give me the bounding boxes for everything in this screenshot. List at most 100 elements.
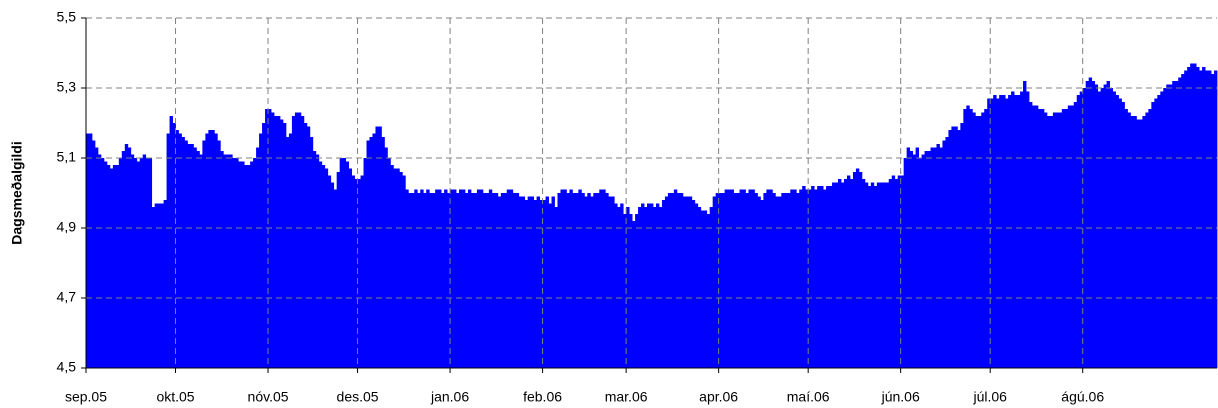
- bar: [790, 189, 794, 368]
- bar: [297, 112, 302, 368]
- bar: [587, 193, 591, 368]
- bar: [133, 158, 138, 368]
- bar: [482, 193, 487, 368]
- bar: [599, 189, 603, 368]
- bar: [1163, 88, 1167, 368]
- bar: [1139, 119, 1143, 368]
- bar: [1151, 102, 1155, 368]
- bar: [858, 172, 863, 368]
- bar: [769, 189, 773, 368]
- x-tick-label: júl.06: [972, 389, 1007, 405]
- bar: [921, 154, 925, 368]
- bar: [524, 200, 529, 368]
- bar: [336, 172, 341, 368]
- bar: [1037, 109, 1042, 368]
- x-tick-label: okt.05: [156, 389, 194, 405]
- bar: [826, 186, 830, 368]
- bar: [1064, 109, 1069, 368]
- bar: [685, 196, 690, 368]
- bar: [348, 168, 352, 368]
- bar: [1190, 63, 1194, 368]
- bar: [208, 130, 212, 368]
- bar: [754, 193, 758, 368]
- bar: [682, 196, 687, 368]
- bar: [870, 182, 875, 368]
- bar: [256, 147, 260, 368]
- bar: [530, 196, 535, 368]
- bar: [265, 109, 269, 368]
- bar: [309, 137, 314, 368]
- bar: [954, 126, 958, 368]
- bar: [1118, 98, 1122, 368]
- bar: [450, 189, 454, 368]
- bar: [832, 182, 836, 368]
- bar: [981, 112, 985, 368]
- bar: [557, 193, 561, 368]
- bar: [843, 179, 848, 368]
- bar: [1079, 91, 1084, 368]
- bar: [1070, 105, 1075, 368]
- bar: [652, 207, 657, 368]
- bar: [271, 112, 275, 368]
- bar: [214, 133, 218, 368]
- bar: [906, 147, 911, 368]
- bar: [876, 182, 881, 368]
- bar: [426, 189, 430, 368]
- bar: [303, 123, 308, 368]
- bar: [476, 189, 481, 368]
- bar: [673, 189, 678, 368]
- bar: [590, 196, 594, 368]
- bar: [1187, 67, 1191, 368]
- x-tick-label: apr.06: [699, 389, 738, 405]
- bar: [715, 193, 720, 368]
- bar: [802, 186, 806, 368]
- bar: [820, 186, 824, 368]
- x-tick-label: nóv.05: [248, 389, 289, 405]
- bar: [253, 158, 257, 368]
- bar: [688, 196, 693, 368]
- bar: [244, 165, 248, 368]
- bar: [718, 193, 723, 368]
- bar: [127, 147, 132, 368]
- bar: [1017, 95, 1021, 368]
- bar: [91, 140, 96, 368]
- bar: [205, 133, 209, 368]
- bar: [927, 151, 931, 368]
- bar: [608, 196, 612, 368]
- bar: [464, 193, 469, 368]
- x-tick-label: jan.06: [430, 389, 469, 405]
- bar: [966, 105, 970, 368]
- bar: [268, 109, 272, 368]
- bar: [390, 165, 394, 368]
- bar: [521, 196, 526, 368]
- bar: [1160, 91, 1164, 368]
- bar: [196, 151, 200, 368]
- bar: [456, 193, 460, 368]
- bar: [1052, 112, 1057, 368]
- bar: [1085, 81, 1090, 368]
- bar: [563, 189, 567, 368]
- bar: [566, 193, 570, 368]
- bar: [381, 137, 385, 368]
- bar: [1011, 91, 1015, 368]
- bar: [1067, 105, 1072, 368]
- bar: [584, 196, 588, 368]
- bar: [1049, 116, 1054, 368]
- bar: [250, 161, 254, 368]
- bar: [512, 193, 517, 368]
- bar: [342, 158, 347, 368]
- bar: [1166, 84, 1170, 368]
- y-tick-label: 4,5: [57, 359, 77, 375]
- bar: [100, 158, 105, 368]
- bar: [139, 158, 144, 368]
- bar: [1175, 81, 1179, 368]
- bar: [226, 154, 230, 368]
- bar: [629, 214, 633, 368]
- bar: [1020, 91, 1024, 368]
- bar: [130, 154, 135, 368]
- bar: [909, 151, 914, 368]
- bar: [942, 140, 946, 368]
- bar: [1127, 112, 1131, 368]
- bar: [229, 154, 233, 368]
- bar: [447, 193, 451, 368]
